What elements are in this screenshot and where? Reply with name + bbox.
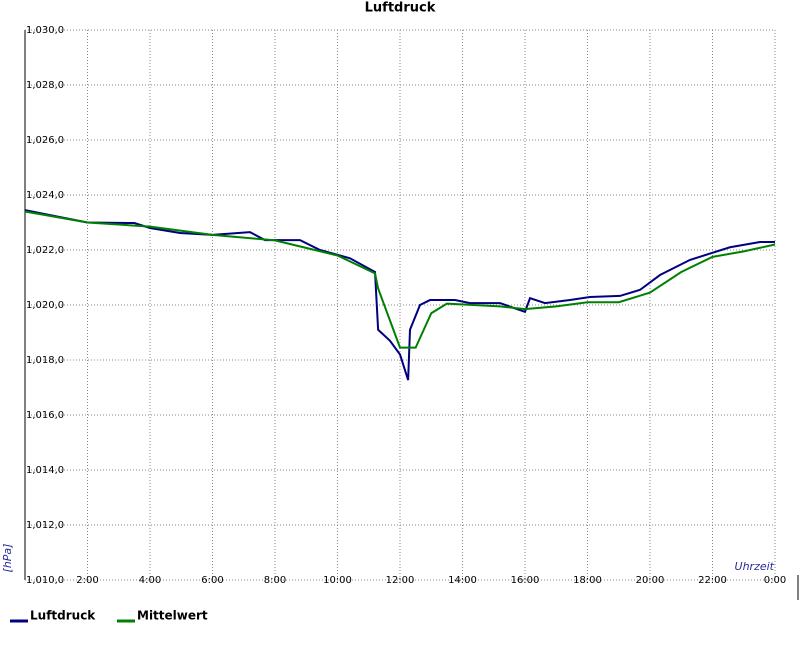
x-tick-label: 2:00 <box>76 575 98 586</box>
x-tick-label: 18:00 <box>573 575 602 586</box>
y-tick-label: 1,018,0 <box>26 355 64 366</box>
y-tick-label: 1,030,0 <box>26 25 64 36</box>
y-axis-label: [hPa] <box>1 544 14 573</box>
series-line <box>24 210 776 349</box>
y-tick-label: 1,020,0 <box>26 300 64 311</box>
chart-title: Luftdruck <box>365 1 436 16</box>
y-tick-label: 1,016,0 <box>26 410 64 421</box>
y-tick-label: 1,012,0 <box>26 520 64 531</box>
x-tick-label: 4:00 <box>139 575 161 586</box>
y-tick-label: 1,028,0 <box>26 80 64 91</box>
y-tick-label: 1,014,0 <box>26 465 64 476</box>
x-tick-label: 16:00 <box>511 575 540 586</box>
y-tick-label: 1,026,0 <box>26 135 64 146</box>
y-tick-label: 1,022,0 <box>26 245 64 256</box>
x-tick-label: 8:00 <box>264 575 286 586</box>
x-tick-label: 20:00 <box>636 575 665 586</box>
x-tick-label: 10:00 <box>323 575 352 586</box>
x-tick-label: 6:00 <box>201 575 223 586</box>
x-tick-label: 22:00 <box>698 575 727 586</box>
x-axis-label: Uhrzeit <box>735 560 775 573</box>
x-tick-label: 0:00 <box>764 575 786 586</box>
x-tick-label: 14:00 <box>448 575 477 586</box>
x-tick-label: 12:00 <box>386 575 415 586</box>
y-tick-label: 1,024,0 <box>26 190 64 201</box>
legend-label: Mittelwert <box>137 609 208 623</box>
legend-label: Luftdruck <box>30 609 96 623</box>
y-tick-label: 1,010,0 <box>26 575 64 586</box>
